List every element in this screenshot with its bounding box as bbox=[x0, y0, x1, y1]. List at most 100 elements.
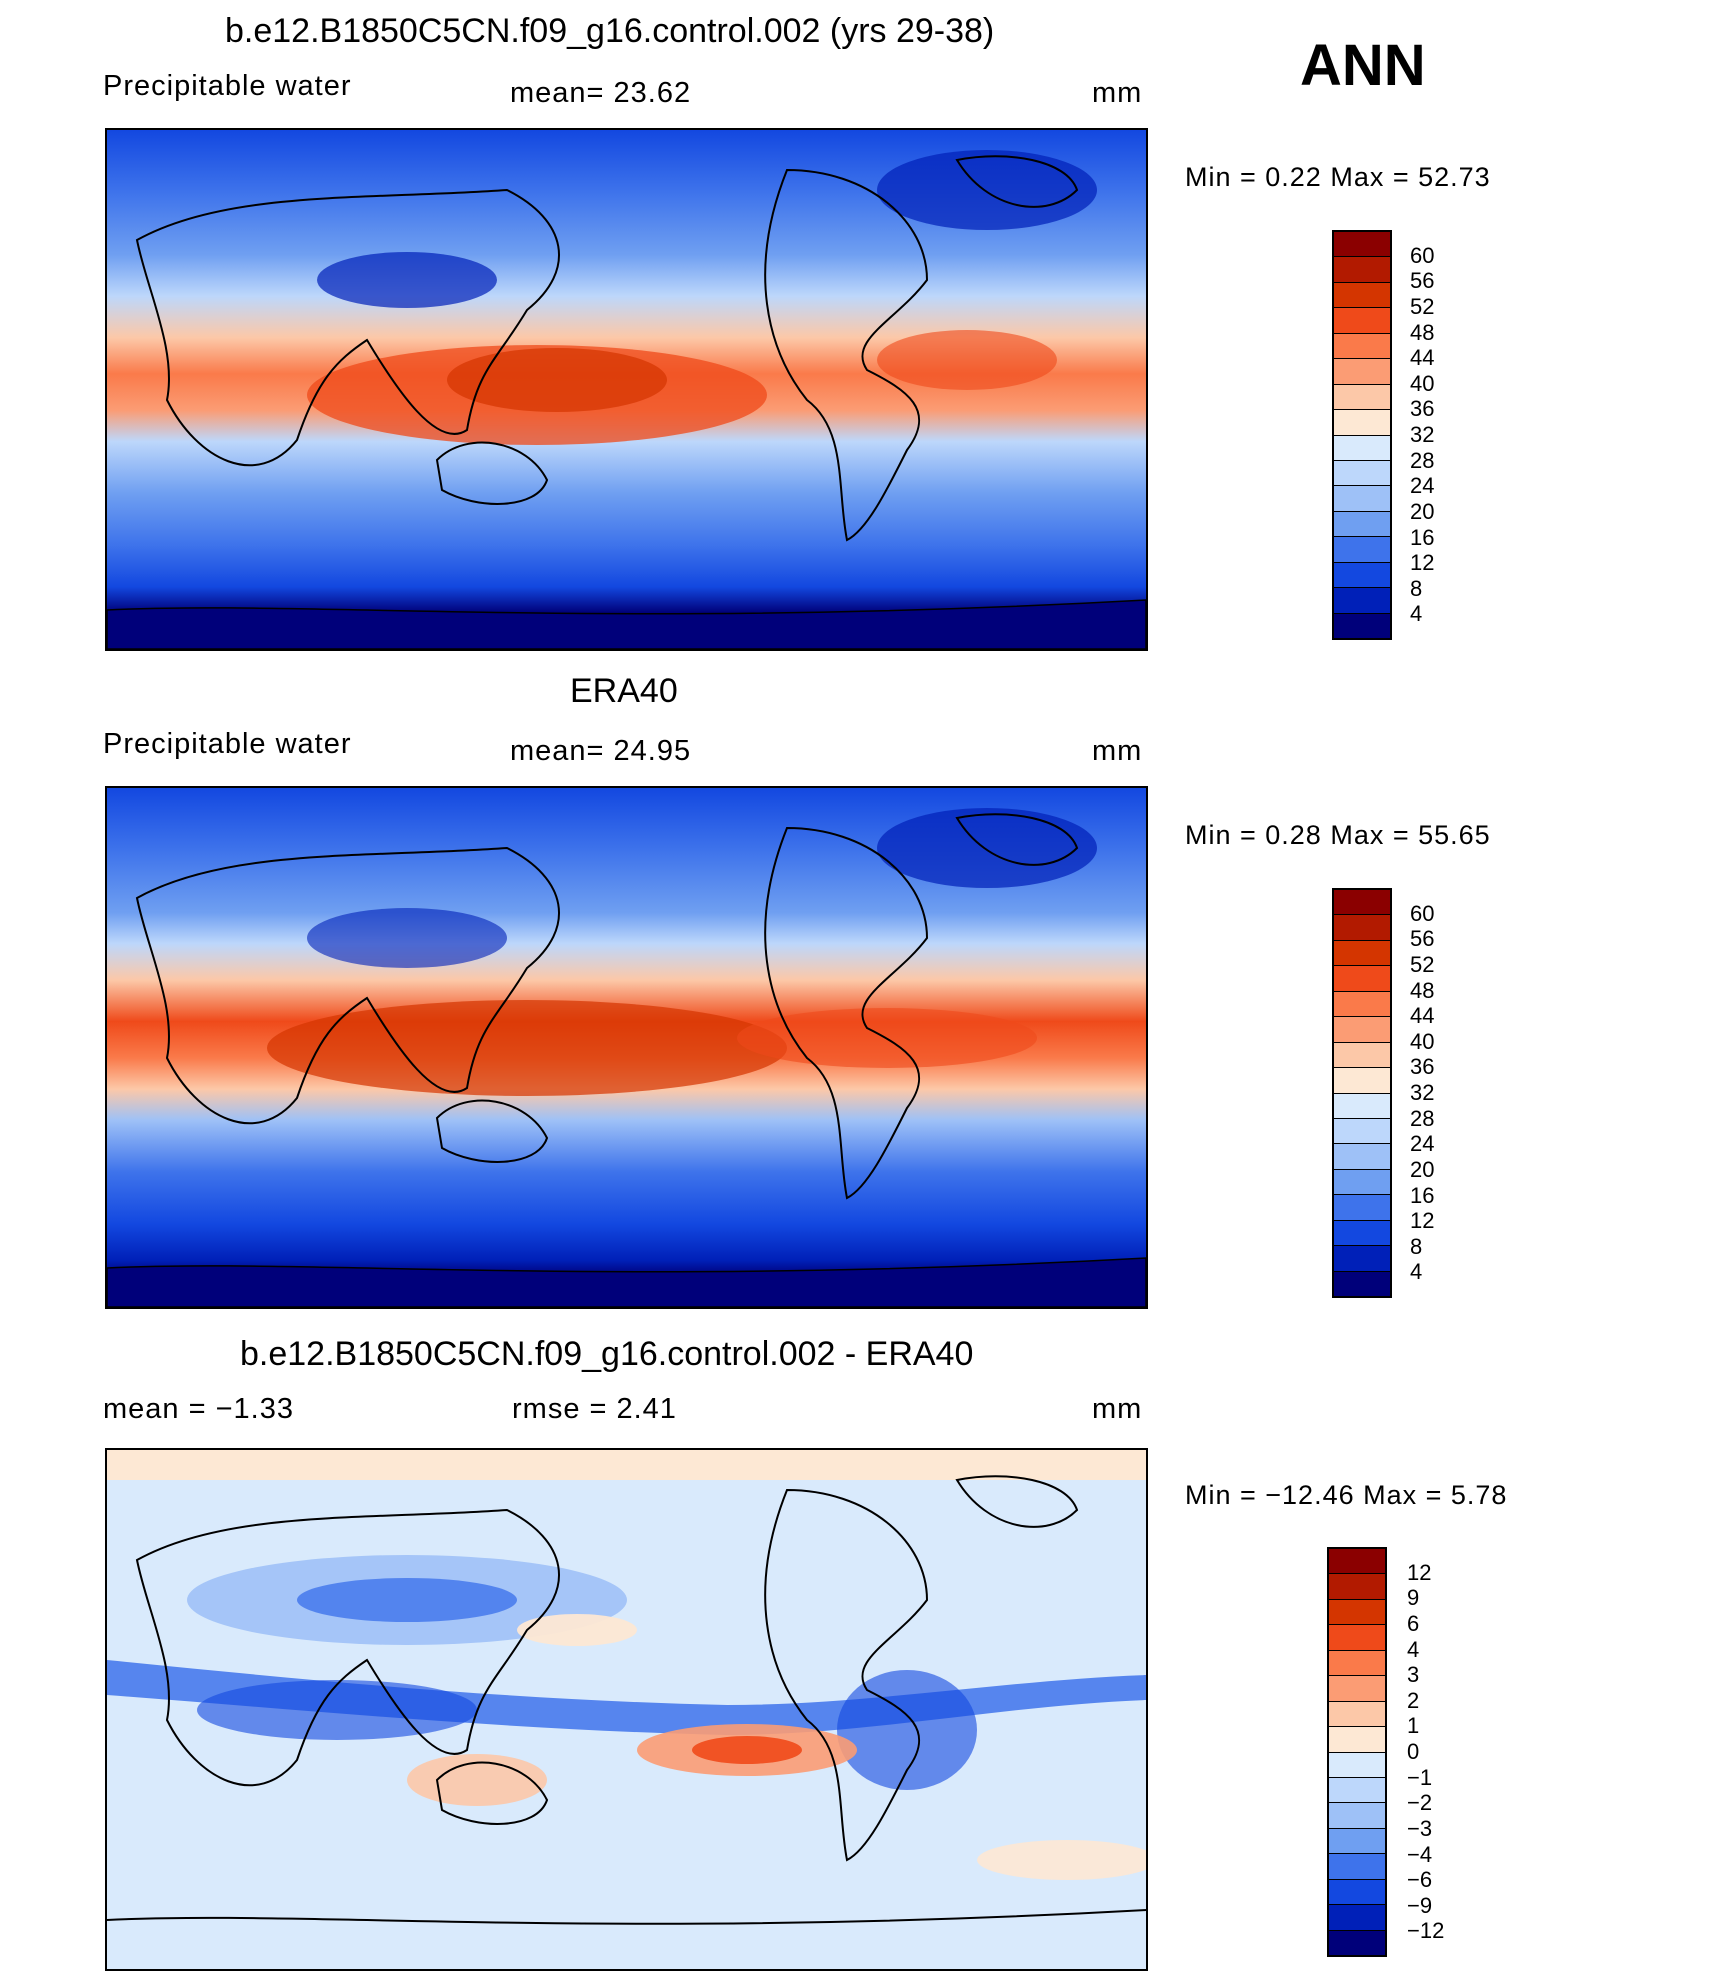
colorbar-swatch bbox=[1334, 486, 1390, 512]
panel-title: b.e12.B1850C5CN.f09_g16.control.002 (yrs… bbox=[225, 12, 995, 50]
colorbar-tick-label: 44 bbox=[1410, 345, 1435, 371]
colorbar bbox=[1327, 1547, 1387, 1957]
colorbar-tick-label: 56 bbox=[1410, 926, 1435, 952]
colorbar-swatch bbox=[1334, 1093, 1390, 1119]
colorbar-ticks: 12 9 6 4 3 2 1 0 −1 −2 −3 −4 −6 −9 −12 bbox=[1407, 1547, 1467, 1957]
units-label: mm bbox=[1092, 735, 1143, 767]
colorbar-tick-label: −4 bbox=[1407, 1841, 1433, 1867]
colorbar-tick-label: 12 bbox=[1410, 550, 1435, 576]
colorbar-tick-label: 6 bbox=[1407, 1610, 1420, 1636]
colorbar-tick-label: 36 bbox=[1410, 1054, 1435, 1080]
colorbar-swatch bbox=[1329, 1752, 1385, 1778]
colorbar-tick-label: −12 bbox=[1407, 1918, 1445, 1944]
colorbar-tick-label: 3 bbox=[1407, 1662, 1420, 1688]
colorbar-swatch bbox=[1334, 991, 1390, 1018]
colorbar-tick-label: 52 bbox=[1410, 293, 1435, 319]
colorbar-swatch bbox=[1329, 1701, 1385, 1728]
colorbar-tick-label: 32 bbox=[1410, 422, 1435, 447]
colorbar-swatch bbox=[1334, 588, 1390, 614]
colorbar-swatch bbox=[1334, 282, 1390, 309]
colorbar-tick-label: −9 bbox=[1407, 1892, 1433, 1918]
variable-label: Precipitable water bbox=[103, 70, 352, 102]
rmse-label: rmse = 2.41 bbox=[512, 1393, 677, 1425]
colorbar-swatch bbox=[1334, 410, 1390, 436]
panel-title: ERA40 bbox=[570, 672, 678, 710]
min-max-label: Min = −12.46 Max = 5.78 bbox=[1185, 1480, 1508, 1510]
colorbar-swatch bbox=[1334, 511, 1390, 538]
colorbar-swatch bbox=[1329, 1930, 1385, 1955]
colorbar-swatch bbox=[1329, 1854, 1385, 1880]
precipitable-water-map bbox=[105, 786, 1148, 1309]
colorbar-tick-label: −2 bbox=[1407, 1790, 1433, 1816]
colorbar-tick-label: 28 bbox=[1410, 1105, 1435, 1131]
colorbar-swatch bbox=[1329, 1574, 1385, 1600]
colorbar-tick-label: 4 bbox=[1410, 1259, 1423, 1285]
colorbar-swatch bbox=[1334, 460, 1390, 487]
min-max-label: Min = 0.28 Max = 55.65 bbox=[1185, 820, 1491, 850]
colorbar-tick-label: 20 bbox=[1410, 498, 1435, 524]
colorbar-tick-label: 12 bbox=[1410, 1208, 1435, 1234]
colorbar-swatch bbox=[1334, 1169, 1390, 1196]
colorbar-tick-label: 32 bbox=[1410, 1080, 1435, 1105]
colorbar-tick-label: 12 bbox=[1407, 1559, 1432, 1585]
colorbar-swatch bbox=[1334, 1068, 1390, 1094]
colorbar-swatch bbox=[1334, 1144, 1390, 1170]
colorbar-swatch bbox=[1334, 1017, 1390, 1043]
season-label: ANN bbox=[1300, 33, 1426, 98]
variable-label: Precipitable water bbox=[103, 728, 352, 760]
colorbar-tick-label: 16 bbox=[1410, 1182, 1435, 1208]
colorbar-swatch bbox=[1334, 232, 1390, 258]
colorbar-tick-label: 1 bbox=[1407, 1713, 1420, 1739]
colorbar-tick-label: 56 bbox=[1410, 268, 1435, 294]
colorbar-tick-label: 4 bbox=[1410, 601, 1423, 627]
colorbar-swatch bbox=[1334, 435, 1390, 461]
colorbar-tick-label: −6 bbox=[1407, 1867, 1433, 1893]
colorbar-swatch bbox=[1329, 1828, 1385, 1855]
colorbar-swatch bbox=[1334, 1271, 1390, 1296]
colorbar-tick-label: −1 bbox=[1407, 1764, 1433, 1790]
colorbar-swatch bbox=[1329, 1625, 1385, 1651]
colorbar-tick-label: 16 bbox=[1410, 524, 1435, 550]
mean-label: mean= 24.95 bbox=[510, 735, 692, 767]
colorbar-swatch bbox=[1334, 613, 1390, 638]
colorbar-tick-label: 24 bbox=[1410, 1131, 1435, 1157]
colorbar-swatch bbox=[1329, 1727, 1385, 1753]
colorbar-swatch bbox=[1334, 537, 1390, 563]
colorbar-swatch bbox=[1334, 359, 1390, 385]
colorbar-swatch bbox=[1334, 333, 1390, 360]
colorbar-swatch bbox=[1329, 1879, 1385, 1906]
colorbar-ticks: 60 56 52 48 44 40 36 32 28 24 20 16 12 8 4 bbox=[1410, 888, 1470, 1298]
colorbar-swatch bbox=[1334, 1042, 1390, 1069]
colorbar-tick-label: 4 bbox=[1407, 1636, 1420, 1662]
colorbar-tick-label: 36 bbox=[1410, 396, 1435, 422]
colorbar-swatch bbox=[1329, 1803, 1385, 1829]
colorbar-swatch bbox=[1329, 1676, 1385, 1702]
min-max-label: Min = 0.22 Max = 52.73 bbox=[1185, 162, 1491, 192]
colorbar-swatch bbox=[1329, 1549, 1385, 1575]
colorbar-tick-label: 24 bbox=[1410, 473, 1435, 499]
units-label: mm bbox=[1092, 77, 1143, 109]
colorbar-tick-label: 40 bbox=[1410, 370, 1435, 396]
colorbar-tick-label: 60 bbox=[1410, 900, 1435, 926]
colorbar-swatch bbox=[1334, 1246, 1390, 1272]
colorbar-swatch bbox=[1334, 1195, 1390, 1221]
colorbar-swatch bbox=[1334, 915, 1390, 941]
colorbar-ticks: 60 56 52 48 44 40 36 32 28 24 20 16 12 8 4 bbox=[1410, 230, 1470, 640]
colorbar-tick-label: 28 bbox=[1410, 447, 1435, 473]
colorbar-tick-label: 8 bbox=[1410, 1233, 1423, 1259]
colorbar-tick-label: 8 bbox=[1410, 575, 1423, 601]
colorbar-tick-label: 48 bbox=[1410, 319, 1435, 345]
mean-label: mean= 23.62 bbox=[510, 77, 692, 109]
colorbar-swatch bbox=[1334, 890, 1390, 916]
difference-map bbox=[105, 1448, 1148, 1971]
colorbar-tick-label: 52 bbox=[1410, 951, 1435, 977]
colorbar-tick-label: 48 bbox=[1410, 977, 1435, 1003]
colorbar-swatch bbox=[1334, 1118, 1390, 1145]
colorbar-tick-label: 40 bbox=[1410, 1028, 1435, 1054]
colorbar-swatch bbox=[1334, 562, 1390, 589]
units-label: mm bbox=[1092, 1393, 1143, 1425]
colorbar-swatch bbox=[1334, 1220, 1390, 1247]
colorbar-tick-label: 60 bbox=[1410, 242, 1435, 268]
precipitable-water-map bbox=[105, 128, 1148, 651]
colorbar bbox=[1332, 230, 1392, 640]
